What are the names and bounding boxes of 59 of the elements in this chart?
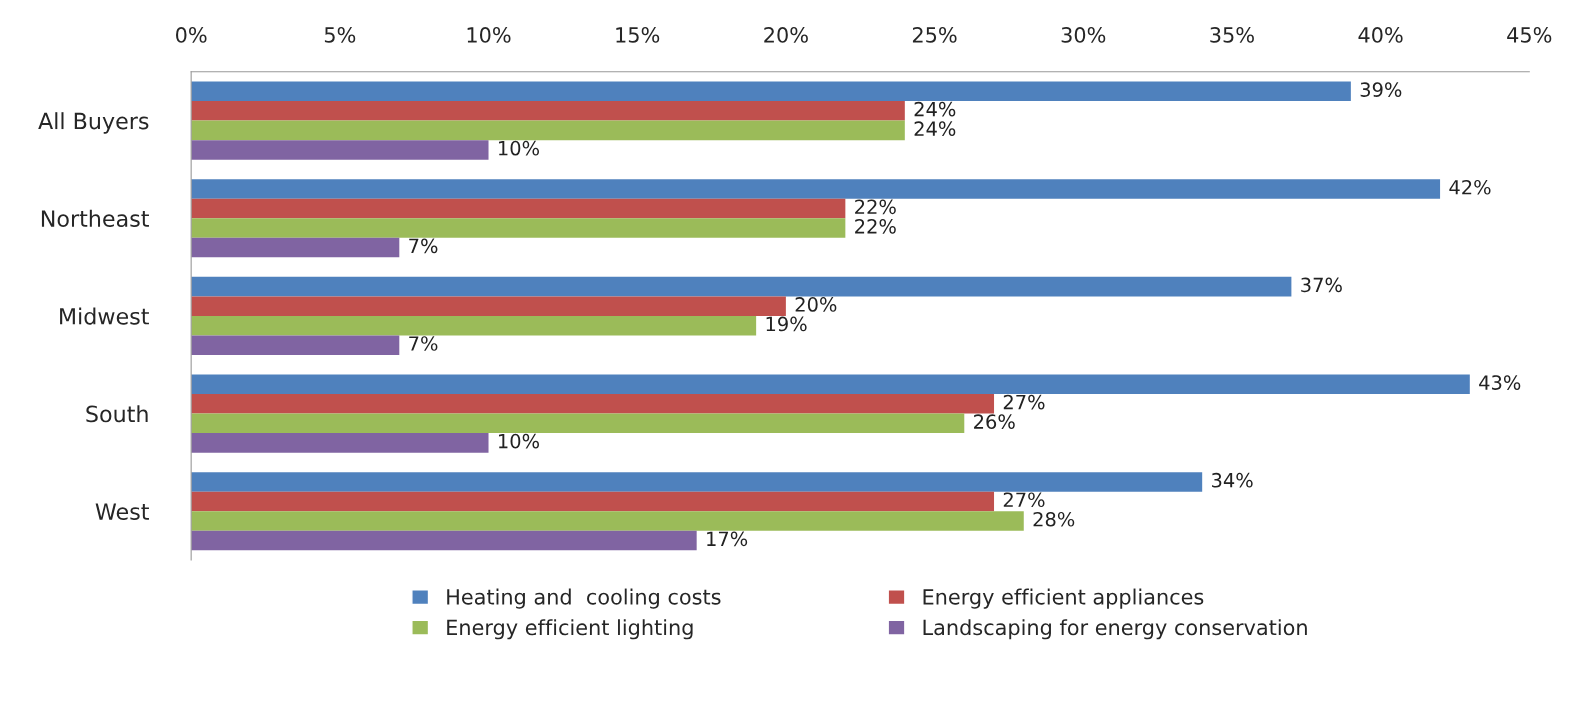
data-label: 10% (498, 140, 539, 156)
data-label: 28% (1033, 511, 1075, 527)
x-tick-label: 0% (176, 27, 207, 43)
bar (191, 511, 1024, 531)
y-tick-label: Midwest (60, 307, 149, 325)
bar (191, 81, 1351, 102)
legend-label: Heating and cooling costs (447, 588, 721, 609)
data-label: 27% (1003, 394, 1045, 410)
data-label: 7% (409, 238, 438, 254)
data-label: 20% (795, 297, 837, 312)
data-label: 24% (914, 121, 956, 137)
data-label: 26% (974, 414, 1015, 429)
bar (191, 472, 1203, 492)
bar (191, 433, 489, 453)
bar (191, 315, 757, 336)
data-label: 17% (707, 531, 748, 547)
x-tick-label: 20% (764, 27, 808, 43)
bar (191, 218, 846, 238)
y-tick-label: South (86, 405, 148, 423)
data-label: 42% (1449, 179, 1491, 195)
data-label: 22% (855, 218, 896, 234)
data-label: 24% (914, 101, 956, 117)
bar (191, 276, 1292, 297)
bar (191, 374, 1470, 395)
x-tick-label: 30% (1061, 27, 1106, 43)
data-label: 22% (855, 199, 896, 215)
x-tick-label: 25% (912, 27, 957, 43)
y-tick-label: West (95, 503, 149, 520)
data-label: 39% (1360, 82, 1402, 97)
data-label: 10% (498, 433, 539, 449)
bar (191, 335, 400, 355)
y-tick-label: Northeast (41, 209, 149, 228)
data-label: 19% (766, 316, 807, 332)
y-tick-label: All Buyers (38, 112, 149, 134)
bar (191, 179, 1441, 199)
legend-label: Landscaping for energy conservation (923, 619, 1307, 640)
data-label: 7% (409, 336, 438, 351)
legend-label: Energy efficient lighting (447, 619, 693, 640)
bar (191, 140, 489, 160)
bar (191, 120, 905, 141)
bar (191, 101, 905, 121)
x-tick-label: 10% (467, 27, 511, 43)
x-tick-label: 35% (1210, 27, 1254, 43)
x-tick-label: 40% (1358, 27, 1403, 43)
bar (191, 198, 846, 219)
data-label: 34% (1212, 472, 1253, 488)
data-label: 37% (1301, 277, 1342, 293)
x-tick-label: 45% (1507, 27, 1552, 43)
legend-label: Energy efficient appliances (923, 588, 1204, 609)
data-label: 27% (1003, 492, 1045, 508)
bar (191, 530, 697, 551)
data-label: 43% (1479, 375, 1521, 390)
bar (191, 413, 965, 434)
x-tick-label: 5% (324, 27, 356, 43)
x-tick-label: 15% (616, 27, 660, 43)
bar (191, 491, 995, 512)
bar (191, 237, 400, 258)
bar (191, 394, 995, 414)
bar (191, 296, 786, 316)
